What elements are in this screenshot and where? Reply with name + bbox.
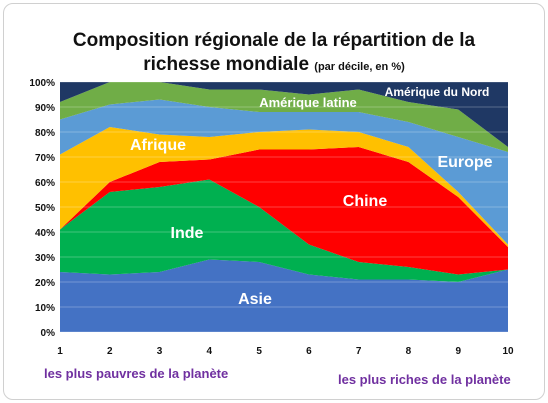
x-tick-label: 3	[157, 346, 163, 357]
y-tick-label: 10%	[35, 303, 55, 314]
x-tick-label: 10	[502, 346, 514, 357]
note-poorest: les plus pauvres de la planète	[44, 366, 229, 381]
x-tick-label: 2	[107, 346, 113, 357]
chart-title: Composition régionale de la répartition …	[72, 30, 476, 51]
area-europe	[60, 99, 508, 245]
chart-title-line2-text: richesse mondiale	[143, 54, 310, 75]
y-tick-label: 60%	[35, 178, 55, 189]
x-tick-label: 8	[406, 346, 412, 357]
y-tick-label: 0%	[41, 328, 56, 339]
note-richest: les plus riches de la planète	[338, 372, 511, 387]
chart-subtitle: (par décile, en %)	[314, 61, 405, 73]
x-tick-label: 1	[57, 346, 63, 357]
y-tick-label: 30%	[35, 253, 55, 264]
series-label-afrique: Afrique	[130, 137, 186, 154]
y-tick-label: 70%	[35, 153, 55, 164]
area-chine	[60, 147, 508, 275]
series-label-asie: Asie	[238, 291, 272, 308]
area-inde	[60, 179, 508, 282]
y-tick-label: 90%	[35, 103, 55, 114]
area-amerique-latine	[60, 82, 508, 152]
y-tick-label: 80%	[35, 128, 55, 139]
y-tick-label: 40%	[35, 228, 55, 239]
chart-title-line2: richesse mondiale (par décile, en %)	[0, 54, 548, 76]
series-label-amerique-latine: Amérique latine	[259, 95, 357, 110]
area-amerique-du-nord	[60, 82, 508, 147]
y-tick-label: 100%	[29, 78, 55, 89]
series-label-europe: Europe	[437, 154, 492, 171]
x-tick-label: 6	[306, 346, 312, 357]
series-label-amerique-du-nord: Amérique du Nord	[385, 85, 490, 99]
x-tick-label: 9	[455, 346, 461, 357]
x-tick-label: 5	[256, 346, 262, 357]
area-asie	[60, 259, 508, 332]
x-tick-label: 4	[207, 346, 213, 357]
series-label-inde: Inde	[171, 225, 204, 242]
y-tick-label: 20%	[35, 278, 55, 289]
area-afrique	[60, 127, 508, 247]
y-tick-label: 50%	[35, 203, 55, 214]
x-tick-label: 7	[356, 346, 362, 357]
series-label-chine: Chine	[343, 193, 388, 210]
